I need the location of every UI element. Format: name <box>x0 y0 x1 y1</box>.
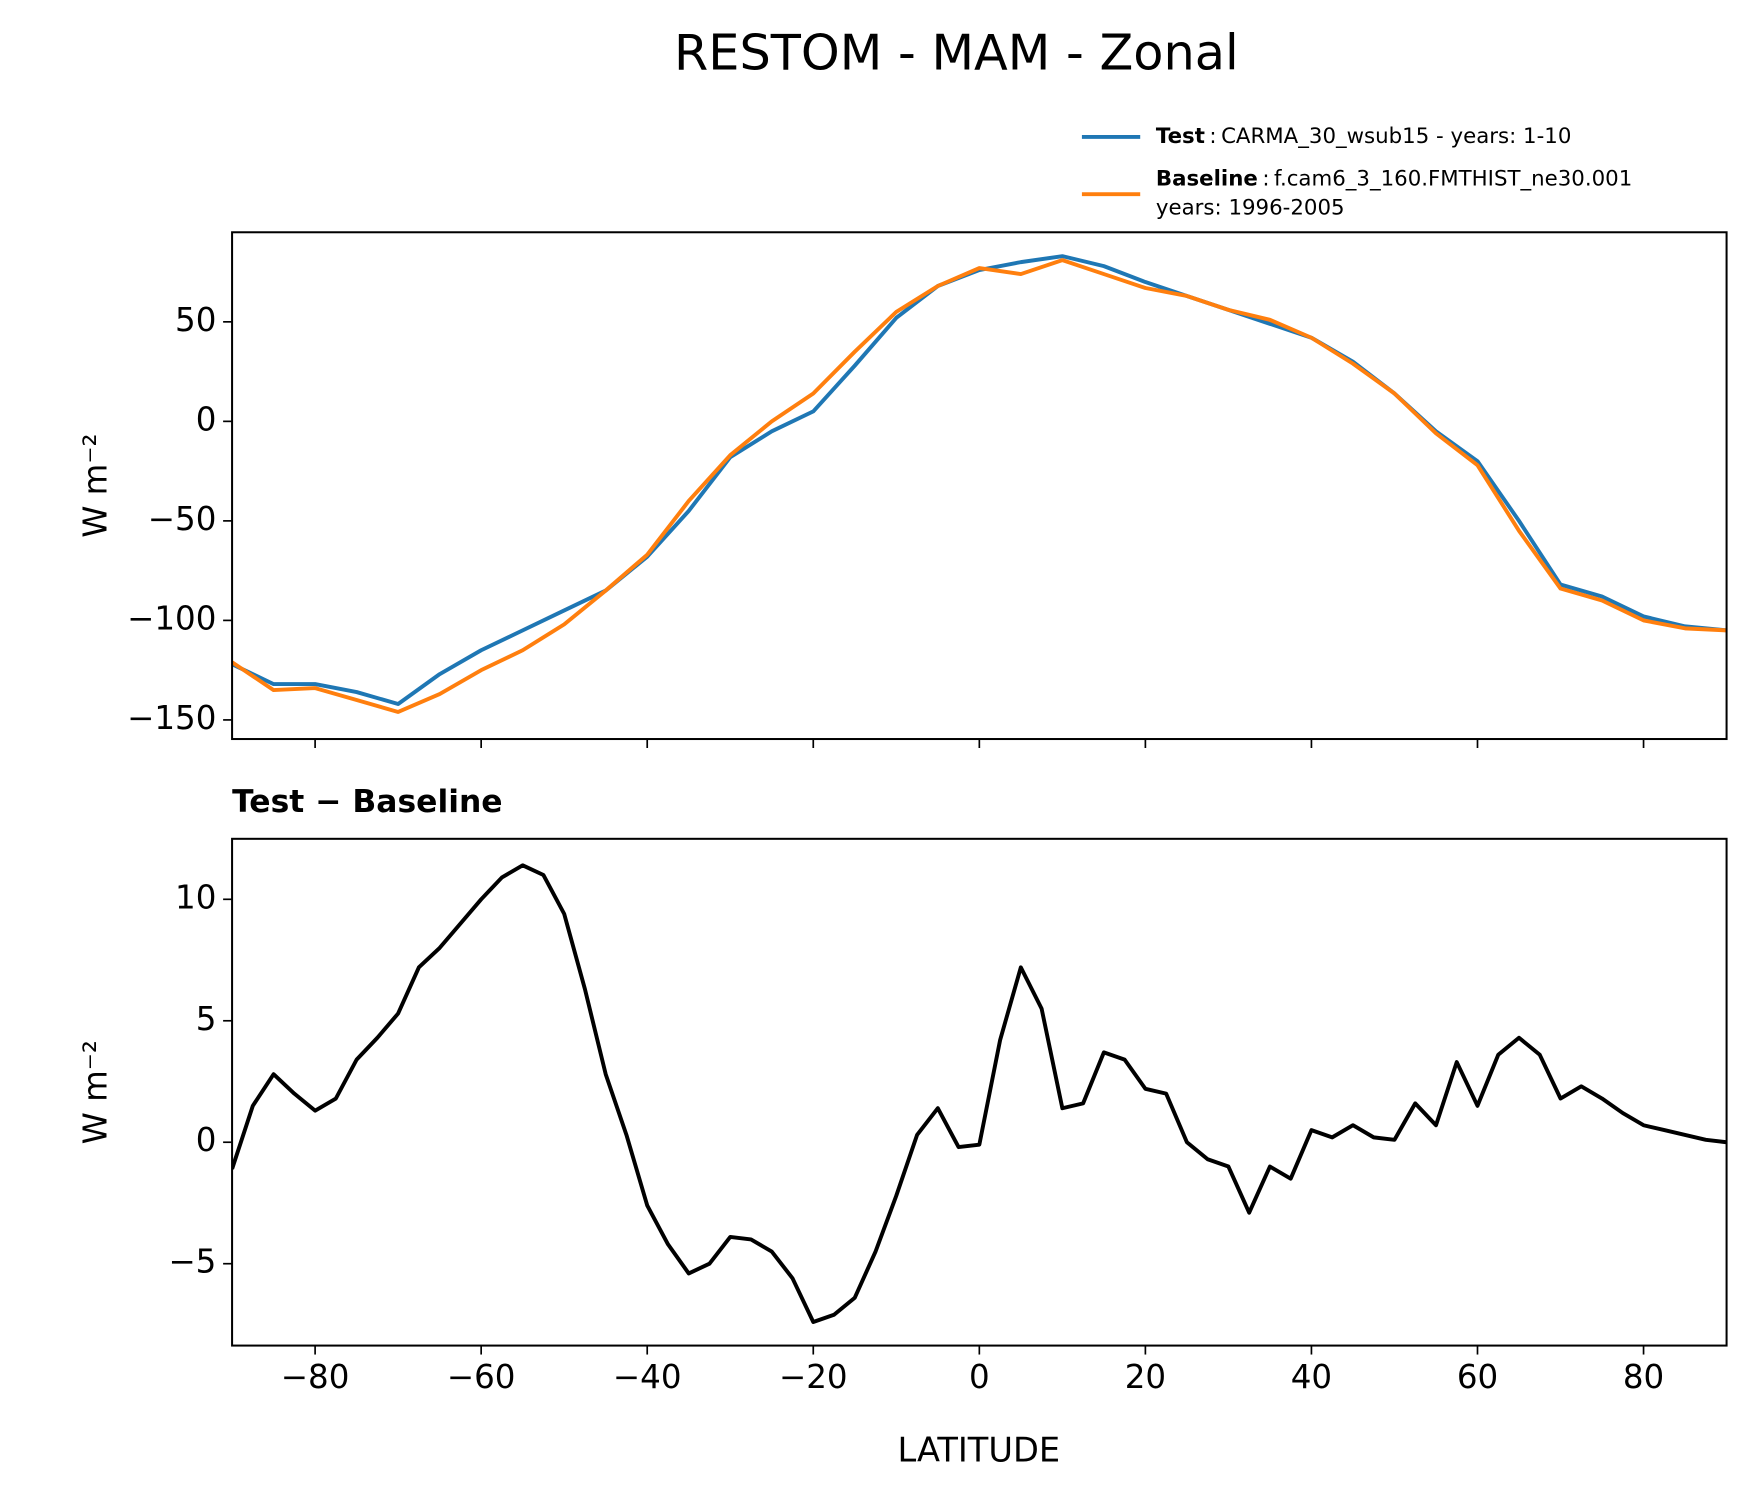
y-tick-label: 10 <box>175 878 216 916</box>
legend-text: CARMA_30_wsub15 - years: 1-10 <box>1221 124 1571 149</box>
x-tick-label: −20 <box>779 1358 848 1396</box>
x-tick-label: −80 <box>281 1358 350 1396</box>
x-tick-label: 60 <box>1457 1358 1498 1396</box>
y-tick-label: 5 <box>196 1000 217 1038</box>
legend-text: years: 1996-2005 <box>1156 196 1345 221</box>
x-tick-label: 20 <box>1125 1358 1166 1396</box>
subtitle: Test − Baseline <box>232 784 503 820</box>
y-tick-label: −100 <box>127 599 216 637</box>
x-tick-label: −40 <box>613 1358 682 1396</box>
legend-text: f.cam6_3_160.FMTHIST_ne30.001 <box>1274 167 1632 192</box>
legend-name: Baseline <box>1156 167 1258 192</box>
x-axis-label: LATITUDE <box>897 1431 1060 1470</box>
plot-frame <box>231 231 1728 741</box>
x-tick-label: 0 <box>969 1358 990 1396</box>
x-tick-label: 40 <box>1291 1358 1332 1396</box>
y-axis-label: W m⁻² <box>77 433 115 537</box>
y-tick-label: 0 <box>196 400 217 438</box>
plot-frame <box>231 837 1728 1347</box>
y-tick-label: −50 <box>148 500 217 538</box>
x-tick-label: 80 <box>1623 1358 1664 1396</box>
y-tick-label: 50 <box>175 301 216 339</box>
legend-separator: : <box>1262 167 1269 192</box>
y-tick-label: −5 <box>168 1243 216 1281</box>
data-line <box>232 258 1727 714</box>
x-tick-label: −60 <box>447 1358 516 1396</box>
legend-label: Test: CARMA_30_wsub15 - years: 1-10 <box>1156 124 1571 149</box>
chart-title: RESTOM - MAM - Zonal <box>674 24 1239 82</box>
y-axis-label: W m⁻² <box>77 1040 115 1144</box>
y-tick-label: 0 <box>196 1121 217 1159</box>
data-line <box>232 863 1727 1324</box>
legend-label: Baseline: f.cam6_3_160.FMTHIST_ne30.001 <box>1156 167 1632 192</box>
legend-name: Test <box>1156 124 1205 149</box>
legend-separator: : <box>1209 124 1216 149</box>
y-tick-label: −150 <box>127 699 216 737</box>
